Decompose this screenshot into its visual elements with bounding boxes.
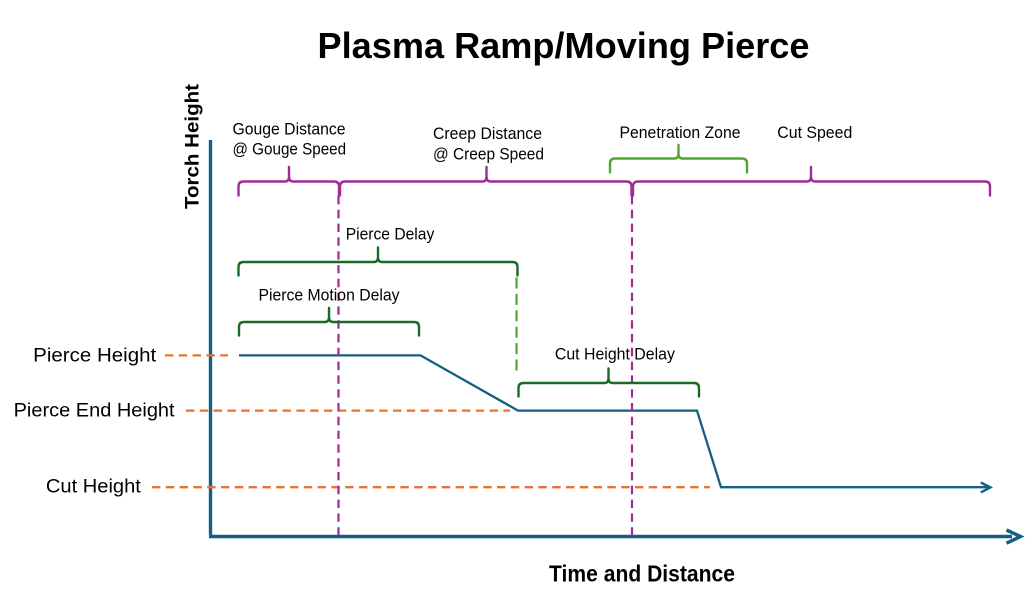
- svg-text:Pierce End Height: Pierce End Height: [14, 400, 176, 422]
- svg-text:Cut Height: Cut Height: [46, 476, 142, 498]
- svg-text:Plasma Ramp/Moving Pierce: Plasma Ramp/Moving Pierce: [318, 25, 810, 66]
- svg-text:Penetration Zone: Penetration Zone: [620, 124, 741, 142]
- svg-text:Pierce Delay: Pierce Delay: [346, 225, 435, 243]
- svg-text:Time and Distance: Time and Distance: [549, 561, 735, 587]
- svg-text:Creep Distance: Creep Distance: [433, 125, 542, 143]
- svg-text:Pierce Motion Delay: Pierce Motion Delay: [259, 287, 401, 305]
- svg-text:Pierce Height: Pierce Height: [33, 345, 157, 367]
- svg-text:@ Gouge Speed: @ Gouge Speed: [233, 141, 347, 159]
- svg-text:Cut Speed: Cut Speed: [777, 124, 852, 142]
- svg-text:Gouge Distance: Gouge Distance: [233, 120, 346, 138]
- svg-text:Torch Height: Torch Height: [183, 83, 204, 209]
- svg-text:Cut Height Delay: Cut Height Delay: [555, 345, 676, 363]
- svg-text:@ Creep Speed: @ Creep Speed: [433, 145, 544, 163]
